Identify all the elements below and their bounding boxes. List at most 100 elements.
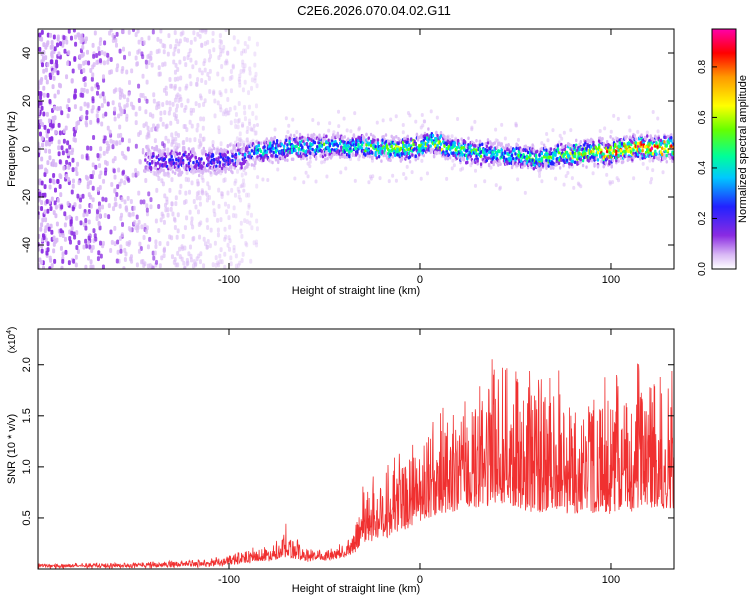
heatmap-cell [52,34,56,40]
heatmap-cell [145,211,149,217]
heatmap-cell [243,48,247,54]
snr-x-tick-label: 100 [602,574,620,586]
heatmap-cell [231,63,235,69]
heatmap-cell [220,191,224,197]
heatmap-cell [145,207,149,213]
heatmap-cell [171,101,175,107]
heatmap-cell [41,56,45,62]
heatmap-cell [308,137,311,141]
heatmap-cell [233,118,237,124]
heatmap-cell [343,155,346,159]
heatmap-cell [286,153,289,158]
heatmap-cell [53,115,57,121]
heatmap-cell [388,149,391,153]
heatmap-cell [189,81,193,87]
heatmap-cell [248,220,252,226]
heatmap-cell [177,158,180,163]
heatmap-cell [595,147,599,151]
heatmap-cell [48,178,52,184]
heatmap-cell [655,152,658,157]
heatmap-cell [661,170,665,175]
spectrogram-x-ticks: -100 0 100 [218,29,620,286]
heatmap-cell [196,31,200,37]
heatmap-cell [295,144,298,149]
heatmap-cell [538,157,541,162]
heatmap-cell [204,29,208,33]
heatmap-cell [113,188,117,194]
heatmap-cell [84,36,88,42]
heatmap-cell [210,149,214,154]
heatmap-cell [166,241,170,247]
heatmap-cell [98,58,102,64]
heatmap-cell [40,222,44,228]
heatmap-cell [187,177,191,183]
heatmap-cell [186,156,189,160]
heatmap-cell [162,49,166,55]
heatmap-cell [373,135,376,140]
heatmap-cell [198,133,202,139]
heatmap-cell [603,126,607,131]
heatmap-cell [568,165,571,169]
heatmap-cell [209,170,212,175]
heatmap-cell [88,244,92,250]
heatmap-cell [484,155,487,160]
heatmap-cell [157,157,161,162]
heatmap-cell [240,172,244,178]
heatmap-cell [157,65,161,71]
heatmap-cell [73,104,77,110]
heatmap-cell [112,168,116,174]
heatmap-cell [297,154,301,158]
heatmap-cell [225,166,228,171]
heatmap-cell [152,98,156,104]
heatmap-cell [161,213,165,219]
heatmap-cell [111,100,115,106]
heatmap-cell [53,67,57,73]
heatmap-cell [176,132,180,138]
heatmap-cell [220,194,224,200]
heatmap-cell [500,122,504,127]
heatmap-cell [70,189,74,195]
heatmap-cell [291,144,295,148]
heatmap-cell [585,147,588,151]
heatmap-cell [67,260,71,266]
snr-line [38,359,674,569]
heatmap-cell [665,153,668,158]
heatmap-cell [318,133,321,138]
heatmap-cell [303,142,306,146]
heatmap-cell [165,123,169,129]
heatmap-cell [198,201,202,207]
heatmap-cell [187,152,191,157]
heatmap-cell [178,246,182,252]
heatmap-cell [218,169,222,173]
heatmap-cell [500,142,503,146]
heatmap-cell [221,76,225,82]
heatmap-cell [579,157,582,162]
heatmap-cell [645,166,649,171]
heatmap-cell [42,68,46,74]
heatmap-cell [217,156,220,160]
heatmap-cell [94,164,98,170]
heatmap-cell [654,149,657,154]
heatmap-cell [241,178,245,184]
heatmap-cell [95,90,99,96]
heatmap-cell [103,213,107,219]
heatmap-cell [125,241,129,247]
heatmap-cell [39,226,43,232]
heatmap-cell [314,155,318,160]
heatmap-cell [40,156,44,162]
heatmap-cell [212,47,216,53]
heatmap-cell [255,226,259,232]
heatmap-cell [302,180,306,185]
heatmap-cell [149,197,153,203]
heatmap-cell [153,138,157,144]
heatmap-cell [313,140,317,145]
heatmap-cell [111,38,115,44]
heatmap-cell [175,38,179,44]
heatmap-cell [91,42,95,48]
heatmap-cell [224,153,227,157]
heatmap-cell [98,93,102,99]
heatmap-cell [339,170,343,175]
heatmap-cell [664,135,667,140]
heatmap-cell [298,140,302,144]
heatmap-cell [131,211,135,217]
